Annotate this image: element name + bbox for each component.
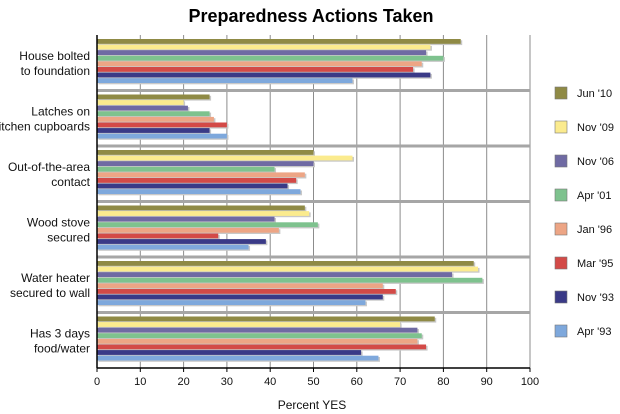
bar — [97, 333, 422, 339]
group-separator — [97, 89, 530, 92]
bar — [97, 105, 188, 111]
bar — [97, 39, 461, 44]
legend-label: Mar '95 — [577, 258, 613, 270]
bars — [97, 39, 484, 362]
category-labels: House bolted to foundation Latches on kitch… — [0, 49, 91, 356]
x-tick-label: 60 — [351, 376, 363, 388]
x-tick-label: 90 — [481, 376, 493, 388]
bar — [97, 128, 210, 133]
bar — [97, 150, 314, 155]
group-separator — [97, 200, 530, 203]
x-tick-label: 70 — [394, 376, 406, 388]
bar — [97, 227, 279, 233]
bar — [97, 161, 314, 166]
bar — [97, 244, 249, 250]
bar — [97, 338, 418, 344]
legend-label: Jun '10 — [577, 88, 612, 100]
legend-label: Apr '93 — [577, 326, 612, 338]
bar — [97, 67, 414, 72]
bar — [97, 189, 301, 194]
group-separator — [97, 255, 530, 259]
bar — [97, 266, 479, 272]
legend-swatch — [554, 324, 568, 338]
category-label: Wood stove secured — [27, 215, 90, 244]
legend-swatch — [554, 256, 568, 270]
bar — [97, 78, 353, 83]
bar — [97, 239, 266, 244]
bar — [97, 172, 305, 178]
bar — [97, 183, 288, 189]
category-label: Has 3 days food/water — [30, 326, 90, 355]
legend: Jun '10 Nov '09 Nov '06 Apr '01 Jan '96 Mar '… — [554, 86, 614, 338]
x-tick-label: 20 — [177, 376, 189, 388]
bar — [97, 211, 310, 216]
axes — [96, 35, 531, 372]
bar — [97, 322, 401, 327]
bar — [97, 233, 219, 239]
bar — [97, 133, 227, 139]
bar — [97, 283, 383, 289]
bar — [97, 178, 297, 183]
x-tick-label: 0 — [94, 376, 100, 388]
bar — [97, 355, 379, 361]
bar — [97, 327, 418, 333]
category-label: Water heater secured to wall — [10, 271, 90, 300]
x-tick-label: 80 — [437, 376, 449, 388]
bar — [97, 116, 214, 122]
bar — [97, 155, 353, 161]
bar — [97, 261, 474, 266]
bar — [97, 300, 366, 305]
bar — [97, 294, 383, 300]
legend-swatch — [554, 86, 568, 100]
legend-label: Nov '06 — [577, 156, 614, 168]
legend-swatch — [554, 188, 568, 202]
x-tick-label: 40 — [264, 376, 276, 388]
bar — [97, 216, 275, 222]
legend-swatch — [554, 222, 568, 236]
bar — [97, 344, 427, 350]
bar — [97, 44, 431, 50]
legend-label: Nov '09 — [577, 122, 614, 134]
bar — [97, 50, 427, 55]
bar — [97, 350, 362, 355]
group-separator — [97, 311, 530, 314]
bar — [97, 94, 210, 100]
group-separator — [97, 144, 530, 148]
bar — [97, 316, 435, 322]
legend-swatch — [554, 290, 568, 304]
x-axis-label: Percent YES — [278, 398, 346, 412]
x-tick-label: 10 — [134, 376, 146, 388]
category-label: Out-of-the-area contact — [8, 160, 91, 189]
bar — [97, 272, 453, 277]
bar — [97, 122, 227, 128]
bar — [97, 205, 305, 211]
legend-swatch — [554, 154, 568, 168]
bar — [97, 55, 444, 61]
bar — [97, 111, 210, 117]
bar — [97, 222, 318, 228]
bar — [97, 61, 422, 67]
legend-label: Nov '93 — [577, 292, 614, 304]
legend-swatch — [554, 120, 568, 134]
x-tick-labels: 0 10 20 30 40 50 60 70 80 90 100 — [94, 376, 539, 388]
bar — [97, 166, 275, 172]
bar — [97, 289, 396, 294]
chart-title: Preparedness Actions Taken — [188, 6, 433, 26]
legend-label: Apr '01 — [577, 190, 612, 202]
x-tick-label: 50 — [307, 376, 319, 388]
category-label: Latches on kitchen cupboards — [0, 104, 90, 133]
legend-label: Jan '96 — [577, 224, 612, 236]
bar — [97, 100, 184, 105]
bar — [97, 72, 431, 78]
category-label: House bolted to foundation — [19, 49, 90, 78]
x-tick-label: 30 — [221, 376, 233, 388]
bar — [97, 277, 483, 283]
x-tick-label: 100 — [521, 376, 539, 388]
